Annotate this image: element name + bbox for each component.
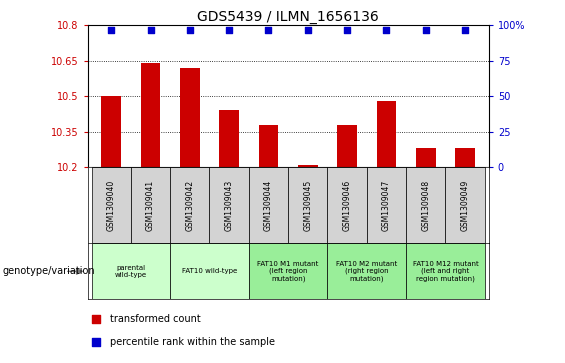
Point <box>421 27 431 33</box>
Bar <box>328 167 367 243</box>
Bar <box>249 167 288 243</box>
Text: GSM1309042: GSM1309042 <box>185 180 194 231</box>
Text: genotype/variation: genotype/variation <box>3 266 95 276</box>
Point <box>146 27 155 33</box>
Bar <box>101 96 121 167</box>
Point <box>185 27 194 33</box>
Bar <box>455 148 475 167</box>
Text: GSM1309048: GSM1309048 <box>421 180 431 231</box>
Bar <box>288 167 328 243</box>
Bar <box>298 164 318 167</box>
Point <box>225 27 234 33</box>
Bar <box>180 68 199 167</box>
Bar <box>170 167 210 243</box>
Point <box>91 317 100 322</box>
Bar <box>170 243 249 299</box>
Bar <box>337 125 357 167</box>
Bar <box>92 243 170 299</box>
Bar <box>328 243 406 299</box>
Text: GSM1309046: GSM1309046 <box>342 179 351 231</box>
Bar <box>259 125 279 167</box>
Text: GSM1309040: GSM1309040 <box>107 179 116 231</box>
Bar <box>141 63 160 167</box>
Bar <box>406 243 485 299</box>
Text: FAT10 wild-type: FAT10 wild-type <box>182 268 237 274</box>
Text: GSM1309043: GSM1309043 <box>225 179 234 231</box>
Bar <box>219 110 239 167</box>
Bar <box>416 148 436 167</box>
Bar <box>406 167 445 243</box>
Point <box>342 27 351 33</box>
Text: FAT10 M12 mutant
(left and right
region mutation): FAT10 M12 mutant (left and right region … <box>412 261 479 282</box>
Bar <box>377 101 396 167</box>
Point <box>460 27 470 33</box>
Text: FAT10 M1 mutant
(left region
mutation): FAT10 M1 mutant (left region mutation) <box>258 261 319 282</box>
Text: GSM1309047: GSM1309047 <box>382 179 391 231</box>
Point <box>382 27 391 33</box>
Bar <box>92 167 131 243</box>
Text: parental
wild-type: parental wild-type <box>115 265 147 278</box>
Bar <box>131 167 170 243</box>
Bar <box>210 167 249 243</box>
Text: transformed count: transformed count <box>110 314 201 325</box>
Text: FAT10 M2 mutant
(right region
mutation): FAT10 M2 mutant (right region mutation) <box>336 261 397 282</box>
Bar <box>367 167 406 243</box>
Bar <box>445 167 485 243</box>
Text: GSM1309049: GSM1309049 <box>460 179 470 231</box>
Text: GSM1309044: GSM1309044 <box>264 179 273 231</box>
Text: percentile rank within the sample: percentile rank within the sample <box>110 337 275 347</box>
Point <box>303 27 312 33</box>
Title: GDS5439 / ILMN_1656136: GDS5439 / ILMN_1656136 <box>197 11 379 24</box>
Text: GSM1309045: GSM1309045 <box>303 179 312 231</box>
Bar <box>249 243 328 299</box>
Point <box>91 339 100 345</box>
Point <box>264 27 273 33</box>
Text: GSM1309041: GSM1309041 <box>146 180 155 231</box>
Point <box>107 27 116 33</box>
